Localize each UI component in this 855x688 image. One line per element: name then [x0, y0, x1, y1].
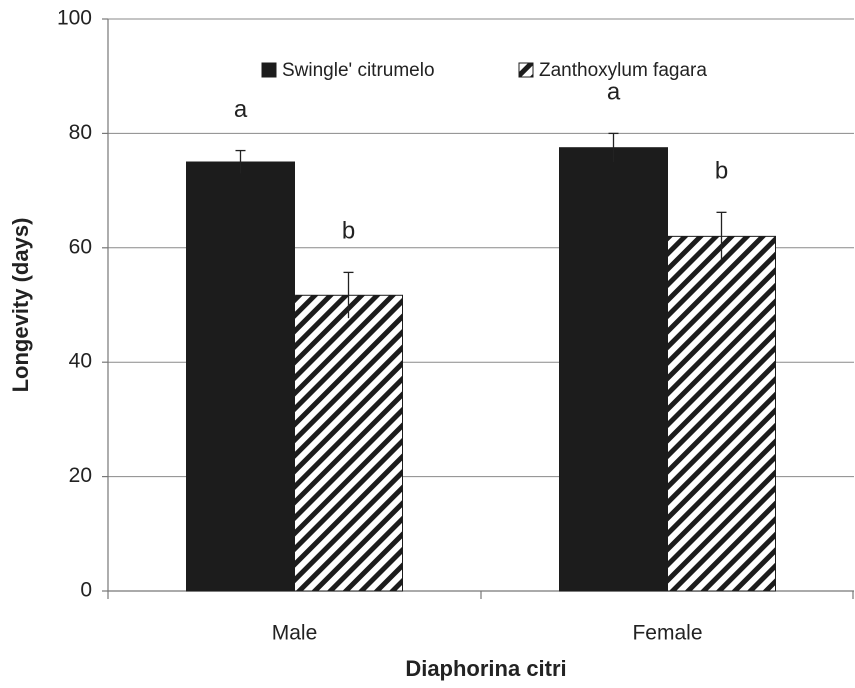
- significance-letter: b: [342, 218, 355, 245]
- bar: [294, 294, 403, 592]
- significance-letter: b: [715, 158, 728, 185]
- significance-letter: a: [234, 96, 248, 123]
- bar: [186, 161, 295, 592]
- y-tick-label: 0: [80, 579, 92, 602]
- x-axis-title: Diaphorina citri: [405, 656, 566, 681]
- y-tick-label: 60: [69, 235, 92, 258]
- bar: [559, 147, 668, 592]
- legend-label: Zanthoxylum fagara: [539, 60, 707, 81]
- x-tick-label: Female: [632, 622, 702, 645]
- legend-swatch: [261, 62, 277, 78]
- y-tick-label: 80: [69, 121, 92, 144]
- legend-swatch: [518, 62, 534, 78]
- y-tick-label: 40: [69, 350, 92, 373]
- significance-letter: a: [607, 79, 621, 106]
- y-axis-title: Longevity (days): [8, 218, 33, 393]
- x-tick-label: Male: [272, 622, 318, 645]
- y-tick-label: 100: [57, 7, 92, 30]
- y-tick-label: 20: [69, 464, 92, 487]
- legend-label: Swingle' citrumelo: [282, 60, 435, 81]
- bar: [667, 235, 776, 592]
